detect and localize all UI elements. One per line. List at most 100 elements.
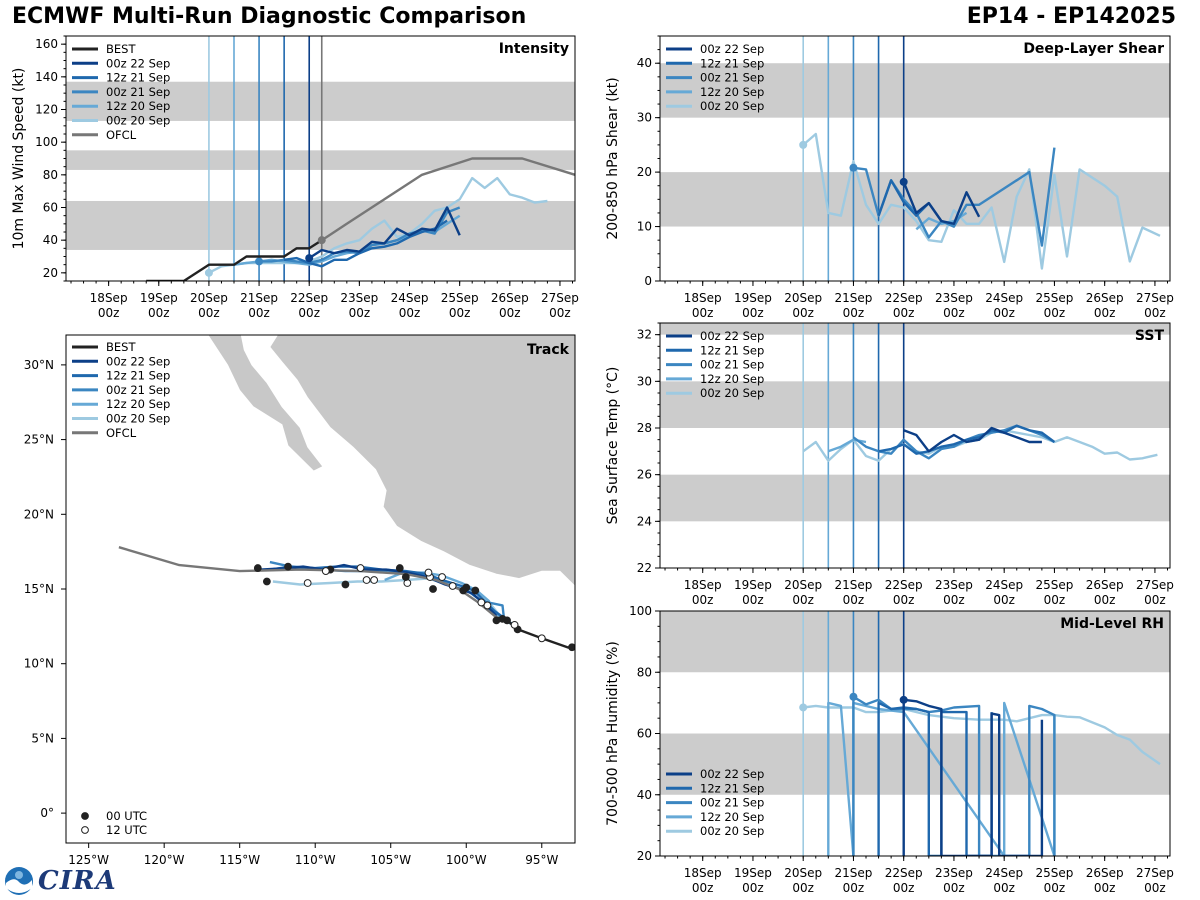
rh-panel: 2040608010018Sep00z19Sep00z20Sep00z21Sep…	[605, 604, 1174, 895]
track-plot-area	[118, 335, 575, 652]
rh-y-tick-label: 60	[637, 727, 652, 741]
shear-series-line	[902, 181, 981, 225]
storm-track-line	[260, 563, 498, 617]
sst-x-tick-label: 26Sep	[1086, 578, 1124, 592]
rh-x-tick-label: 00z	[792, 881, 814, 895]
shear-y-tick-label: 30	[637, 111, 652, 125]
intensity-y-tick-label: 60	[43, 201, 58, 215]
sst-band	[660, 323, 1170, 335]
shear-series-line	[802, 132, 1161, 270]
shear-band	[660, 63, 1170, 118]
shear-x-tick-label: 27Sep	[1136, 291, 1174, 305]
intensity-x-tick-label: 00z	[549, 306, 571, 320]
sst-x-tick-label: 00z	[943, 593, 965, 607]
land-mass	[207, 335, 324, 472]
track-lat-label: 5°N	[31, 731, 54, 745]
rh-y-axis-label: 700-500 hPa Humidity (%)	[605, 641, 621, 826]
storm-track-line	[118, 546, 498, 619]
sst-x-tick-label: 00z	[1044, 593, 1066, 607]
track-panel: 125°W 120°W 115°W 110°W 105°W 100°W 95°W 0° 5°N 1…	[24, 334, 576, 867]
rh-x-tick-label: 18Sep	[684, 866, 722, 880]
shear-x-tick-label: 00z	[1144, 306, 1166, 320]
shear-x-tick-label: 20Sep	[784, 291, 822, 305]
shear-x-tick-label: 21Sep	[835, 291, 873, 305]
shear-legend-label: 00z 21 Sep	[700, 71, 764, 85]
track-position-marker	[395, 564, 404, 572]
sst-y-tick-label: 28	[637, 421, 652, 435]
shear-band	[660, 172, 1170, 227]
sst-panel-label: SST	[1135, 328, 1165, 344]
track-position-marker	[321, 567, 330, 575]
shear-legend-label: 12z 21 Sep	[700, 56, 764, 70]
intensity-x-tick-label: 00z	[148, 306, 170, 320]
rh-plot-area	[660, 611, 1170, 856]
sst-x-tick-label: 23Sep	[935, 578, 973, 592]
rh-y-tick-label: 40	[637, 788, 652, 802]
sst-band	[660, 381, 1170, 428]
shear-init-point	[849, 163, 858, 172]
intensity-x-tick-label: 18Sep	[90, 291, 128, 305]
rh-x-tick-label: 00z	[843, 881, 865, 895]
intensity-y-tick-label: 140	[35, 70, 58, 84]
track-position-marker	[424, 568, 433, 577]
sst-x-tick-label: 19Sep	[734, 578, 772, 592]
shear-x-tick-label: 22Sep	[885, 291, 923, 305]
rh-init-point	[899, 695, 908, 704]
land-mass	[269, 335, 575, 587]
storm-id-title: EP14 - EP142025	[966, 4, 1176, 29]
intensity-legend-label: 00z 22 Sep	[106, 56, 170, 70]
intensity-legend-label: BEST	[106, 42, 136, 56]
track-panel-label: Track	[527, 342, 570, 358]
track-position-marker	[448, 582, 457, 590]
intensity-init-point	[305, 254, 314, 263]
intensity-series-line	[308, 206, 461, 260]
track-lon-label: 105°W	[370, 853, 411, 867]
shear-plot-area	[660, 36, 1170, 281]
track-lat-label: 20°N	[24, 507, 54, 521]
track-legend-label: BEST	[106, 340, 136, 354]
intensity-y-tick-label: 100	[35, 135, 58, 149]
track-lat-label: 30°N	[24, 358, 54, 372]
sst-y-tick-label: 22	[637, 561, 652, 575]
track-lat-label: 0°	[40, 806, 54, 820]
intensity-y-axis-label: 10m Max Wind Speed (kt)	[11, 68, 27, 250]
shear-y-tick-label: 10	[637, 220, 652, 234]
intensity-legend-label: 12z 21 Sep	[106, 71, 170, 85]
intensity-init-point	[255, 257, 264, 266]
sst-series-line	[878, 424, 1056, 455]
noaa-globe-icon	[5, 867, 33, 895]
intensity-series-line	[146, 239, 323, 281]
track-legend-label: 00z 22 Sep	[106, 354, 170, 368]
rh-series-line	[902, 698, 1044, 856]
shear-x-tick-label: 26Sep	[1086, 291, 1124, 305]
sst-x-tick-label: 00z	[1094, 593, 1116, 607]
shear-y-axis-label: 200-850 hPa Shear (kt)	[605, 77, 621, 239]
rh-legend-label: 12z 21 Sep	[700, 781, 764, 795]
rh-x-tick-label: 00z	[1044, 881, 1066, 895]
track-position-marker	[356, 564, 365, 572]
sst-x-tick-label: 00z	[893, 593, 915, 607]
cira-logo: CIRA	[4, 866, 117, 896]
sst-legend-label: 12z 20 Sep	[700, 372, 764, 386]
shear-x-tick-label: 00z	[893, 306, 915, 320]
shear-x-tick-label: 00z	[742, 306, 764, 320]
intensity-y-tick-label: 20	[43, 266, 58, 280]
rh-x-tick-label: 25Sep	[1035, 866, 1073, 880]
sst-x-tick-label: 18Sep	[684, 578, 722, 592]
sst-series-line	[852, 424, 1055, 460]
track-position-marker	[341, 580, 350, 589]
intensity-x-tick-label: 27Sep	[541, 291, 579, 305]
track-position-marker	[471, 586, 480, 595]
sst-y-tick-label: 32	[637, 328, 652, 342]
sst-x-tick-label: 22Sep	[885, 578, 923, 592]
rh-legend-label: 00z 21 Sep	[700, 796, 764, 810]
track-legend-label: 12z 20 Sep	[106, 397, 170, 411]
track-legend-label: OFCL	[106, 426, 137, 440]
rh-series-line	[827, 701, 1056, 856]
track-lat-label: 15°N	[24, 582, 54, 596]
intensity-band	[66, 150, 575, 170]
shear-init-point	[899, 177, 908, 186]
intensity-legend-label: 00z 21 Sep	[106, 85, 170, 99]
intensity-series-line	[283, 219, 448, 268]
rh-x-tick-label: 21Sep	[835, 866, 873, 880]
